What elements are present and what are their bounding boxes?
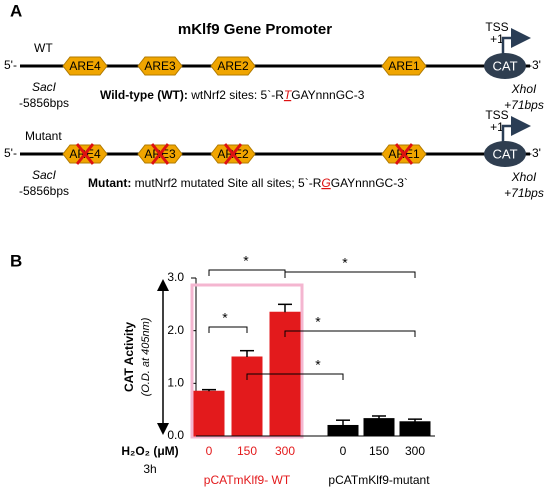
left-position: -5856bps: [19, 96, 69, 110]
significance-bracket: [246, 373, 344, 380]
significance-star: *: [342, 255, 348, 271]
x-tick-label: 300: [275, 444, 295, 458]
y-tick-label: 3.0: [167, 270, 184, 284]
are-label: ARE4: [69, 59, 101, 73]
site-description: Mutant: mutNrf2 mutated Site all sites; …: [88, 176, 408, 190]
significance-bracket: [284, 330, 416, 337]
reporter-gene: [484, 141, 526, 167]
y-tick-label: 2.0: [167, 323, 184, 337]
bar: [231, 356, 263, 437]
x-tick-label: 150: [237, 444, 257, 458]
three-prime: -3': [528, 58, 541, 72]
significance-bracket: [208, 269, 286, 276]
tss-label: TSS: [485, 20, 508, 34]
row-name: WT: [34, 41, 53, 55]
y-axis-sublabel: (O.D. at 405nm): [140, 317, 152, 396]
significance-bracket: [208, 326, 248, 333]
right-position: +71bps: [504, 186, 544, 200]
five-prime: 5'-: [4, 146, 17, 160]
panel-label: A: [10, 1, 22, 20]
reporter-label: CAT: [492, 146, 517, 161]
desc-label: Mutant:: [88, 176, 131, 190]
mutation-cross: [223, 143, 243, 165]
are-element: [381, 56, 427, 76]
bar: [363, 418, 395, 437]
are-element: [210, 56, 256, 76]
significance-star: *: [222, 310, 228, 326]
are-element: [62, 56, 108, 76]
group-highlight: [190, 283, 304, 439]
bar: [399, 421, 431, 437]
desc-tail: GAYnnnGC-3: [291, 88, 364, 102]
bar: [193, 390, 225, 437]
x-tick-label: 150: [369, 444, 389, 458]
group-label: pCATmKlf9- WT: [204, 473, 291, 487]
x-axis-label: H₂O₂ (μM): [121, 444, 178, 458]
x-tick-label: 300: [405, 444, 425, 458]
x-axis-note: 3h: [143, 462, 156, 476]
significance-star: *: [315, 357, 321, 373]
x-tick-label: 0: [340, 444, 347, 458]
are-label: ARE1: [388, 59, 420, 73]
tss-arrow: [501, 28, 531, 54]
mutation-cross: [394, 143, 414, 165]
mutation-cross: [150, 143, 170, 165]
are-element: [137, 56, 183, 76]
mutation-cross: [75, 143, 95, 165]
tss-arrow: [501, 116, 531, 142]
left-site: SacI: [32, 80, 57, 94]
tss-position: +1: [490, 120, 504, 134]
are-label: ARE2: [217, 59, 249, 73]
reporter-gene: [484, 53, 526, 79]
significance-bracket: [284, 271, 416, 278]
are-label: ARE3: [144, 59, 176, 73]
x-tick-label: 0: [206, 444, 213, 458]
desc-text: wtNrf2 sites: 5`-R: [188, 88, 284, 102]
y-axis-label: CAT Activity: [122, 322, 136, 392]
panel-label: B: [10, 251, 22, 270]
significance-star: *: [243, 253, 249, 269]
desc-tail: GAYnnnGC-3`: [331, 176, 408, 190]
tss-label: TSS: [485, 108, 508, 122]
diagram-title: mKlf9 Gene Promoter: [178, 21, 332, 38]
desc-label: Wild-type (WT):: [100, 88, 188, 102]
tss-position: +1: [490, 32, 504, 46]
right-site: XhoI: [511, 170, 537, 184]
y-tick-label: 0.0: [167, 428, 184, 442]
group-label: pCATmKlf9-mutant: [328, 473, 430, 487]
three-prime: -3': [528, 146, 541, 160]
y-tick-label: 1.0: [167, 376, 184, 390]
left-position: -5856bps: [19, 184, 69, 198]
five-prime: 5'-: [4, 58, 17, 72]
row-name: Mutant: [25, 129, 62, 143]
right-site: XhoI: [511, 82, 537, 96]
reporter-label: CAT: [492, 58, 517, 73]
bar: [327, 424, 359, 437]
left-site: SacI: [32, 168, 57, 182]
desc-base: G: [321, 176, 330, 190]
site-description: Wild-type (WT): wtNrf2 sites: 5`-RTGAYnn…: [100, 88, 365, 102]
desc-text: mutNrf2 mutated Site all sites; 5`-R: [131, 176, 321, 190]
right-position: +71bps: [504, 98, 544, 112]
desc-base: T: [284, 88, 293, 102]
significance-star: *: [315, 314, 321, 330]
